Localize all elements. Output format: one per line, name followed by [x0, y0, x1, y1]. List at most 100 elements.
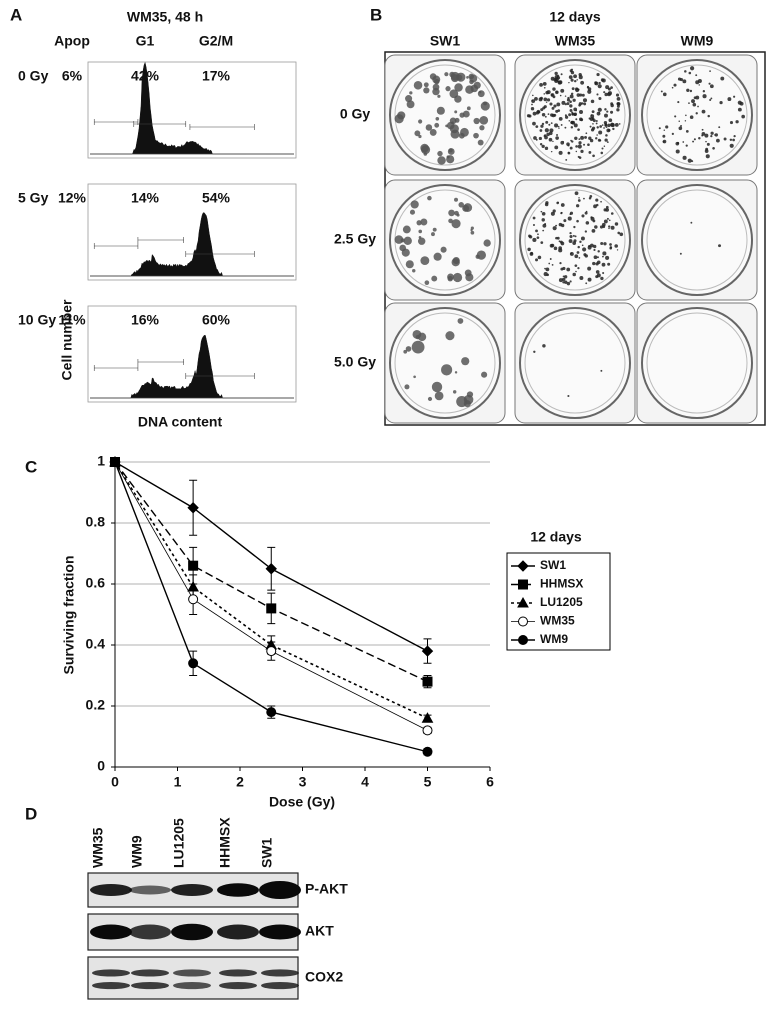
colony — [560, 88, 565, 93]
colony — [601, 78, 606, 83]
well-inner — [646, 64, 748, 166]
colony — [447, 148, 455, 155]
colony — [701, 134, 704, 137]
legend-title: 12 days — [530, 529, 582, 545]
marker — [421, 712, 434, 723]
colony — [567, 394, 570, 398]
histogram-frame — [87, 183, 297, 281]
marker — [518, 635, 528, 645]
colony — [551, 113, 556, 118]
series-line — [114, 461, 428, 719]
colony — [530, 107, 535, 111]
band — [173, 969, 211, 977]
colony — [692, 102, 697, 107]
colony — [528, 234, 531, 238]
row-label: 2.5 Gy — [334, 231, 376, 247]
colony — [589, 194, 593, 198]
colony — [538, 136, 542, 141]
colony — [569, 108, 573, 112]
colony — [585, 132, 588, 135]
gate-marker — [93, 365, 139, 371]
gate-marker — [185, 373, 255, 379]
colony — [603, 127, 605, 129]
colony — [540, 124, 544, 128]
chart: 0 0.2 0.4 0.6 0.8 1 0 1 2 3 4 5 6 SW1 HHMSX LU1205 WM35 W… — [86, 453, 584, 790]
colony — [537, 233, 539, 236]
band — [261, 969, 299, 977]
colony — [671, 86, 674, 89]
gate-marker — [137, 237, 184, 243]
colony — [559, 240, 563, 244]
colony — [706, 142, 710, 146]
colony — [614, 222, 619, 226]
colony — [409, 91, 413, 95]
colony — [416, 220, 422, 226]
colony — [701, 109, 706, 114]
colony — [542, 344, 546, 348]
colony — [444, 72, 449, 77]
gate-marker — [133, 121, 187, 127]
phase-percent: 16% — [131, 312, 160, 328]
colony — [570, 68, 573, 71]
marker — [265, 563, 277, 575]
colony — [582, 247, 587, 252]
colony — [532, 94, 534, 97]
colony — [554, 145, 559, 150]
row-label: 0 Gy — [340, 106, 371, 122]
colony — [476, 250, 486, 260]
colony — [697, 78, 702, 83]
colony — [423, 82, 429, 88]
colony — [690, 221, 693, 224]
colony — [595, 137, 598, 140]
colony — [554, 71, 558, 76]
colony — [716, 138, 720, 143]
colony — [558, 150, 563, 155]
colony — [456, 72, 466, 82]
colony — [401, 248, 410, 257]
colony — [602, 251, 607, 256]
panel-title: 12 days — [549, 9, 601, 25]
colony — [470, 230, 475, 235]
well — [641, 184, 753, 296]
colony — [552, 87, 556, 91]
colony — [594, 225, 598, 229]
gate-marker — [185, 251, 255, 257]
colony — [535, 138, 538, 141]
colony — [551, 264, 554, 266]
colony — [673, 83, 677, 87]
colony — [678, 126, 683, 131]
colony — [542, 229, 545, 232]
colony — [675, 141, 680, 146]
column-label: WM35 — [555, 33, 596, 49]
colony — [569, 94, 574, 99]
colony — [552, 209, 556, 213]
dose-label: 5 Gy — [18, 190, 49, 206]
colony — [578, 141, 582, 145]
colony — [682, 141, 685, 143]
colony — [596, 126, 599, 129]
x-axis-label: Dose (Gy) — [269, 794, 335, 810]
colony — [556, 236, 560, 240]
phase-label: G1 — [136, 33, 155, 49]
colony — [720, 76, 725, 81]
colony — [544, 146, 549, 150]
colony — [424, 280, 430, 285]
colony — [574, 191, 579, 196]
marker — [422, 725, 433, 736]
colony — [556, 74, 560, 77]
colony — [556, 102, 561, 107]
y-axis-label: Cell number — [59, 299, 75, 380]
colony — [549, 102, 553, 106]
colony — [587, 143, 590, 147]
colony — [556, 76, 561, 80]
legend-label: WM35 — [540, 614, 575, 628]
colony — [569, 232, 572, 235]
colony — [423, 87, 430, 94]
colony — [545, 101, 548, 103]
marker — [266, 707, 277, 718]
colony — [690, 66, 695, 71]
colony — [559, 94, 562, 97]
colony — [735, 120, 739, 124]
